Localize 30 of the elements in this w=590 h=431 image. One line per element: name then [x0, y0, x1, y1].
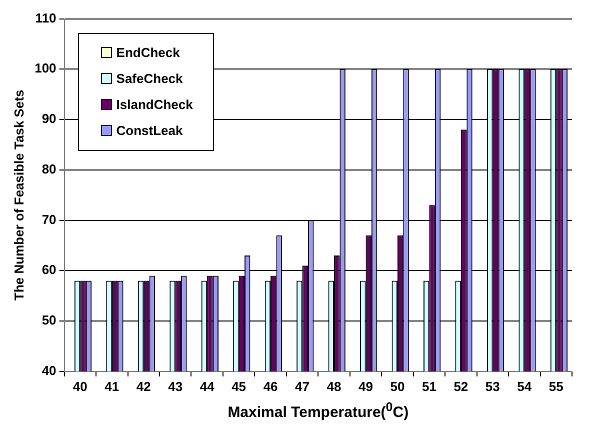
x-tick-label: 40 — [72, 378, 88, 394]
x-tick-label: 42 — [136, 378, 151, 394]
y-tick-label: 50 — [42, 312, 56, 328]
y-tick-label: 60 — [42, 262, 56, 278]
y-tick-label: 70 — [42, 212, 56, 227]
legend-label: ConstLeak — [116, 122, 183, 140]
x-tick-label: 43 — [168, 378, 183, 394]
x-tick-label: 41 — [104, 378, 120, 394]
x-tick-label: 46 — [263, 378, 278, 394]
y-tick-label: 90 — [42, 111, 56, 126]
x-tick-label: 50 — [390, 378, 405, 394]
legend-label: SafeCheck — [116, 70, 183, 88]
y-tick-label: 110 — [35, 10, 56, 26]
x-tick-label: 52 — [454, 378, 468, 394]
y-axis-title: The Number of Feasible Task Sets — [11, 90, 26, 300]
y-tick-label: 80 — [42, 161, 56, 176]
legend-label: EndCheck — [116, 44, 180, 62]
x-tick-label: 45 — [232, 378, 246, 394]
x-tick-label: 55 — [548, 378, 564, 394]
x-tick-label: 48 — [326, 378, 342, 394]
x-tick-label: 51 — [422, 378, 436, 394]
x-tick-label: 49 — [358, 378, 373, 394]
legend-label: IslandCheck — [116, 96, 193, 114]
x-axis-title: Maximal Temperature($^{0}$C) — [226, 400, 410, 421]
x-tick-label: 54 — [517, 378, 532, 394]
y-tick-label: 100 — [34, 60, 56, 76]
x-tick-label: 44 — [200, 378, 216, 394]
y-tick-label: 40 — [42, 362, 56, 378]
x-tick-label: 53 — [485, 378, 500, 394]
x-tick-label: 47 — [295, 378, 310, 394]
